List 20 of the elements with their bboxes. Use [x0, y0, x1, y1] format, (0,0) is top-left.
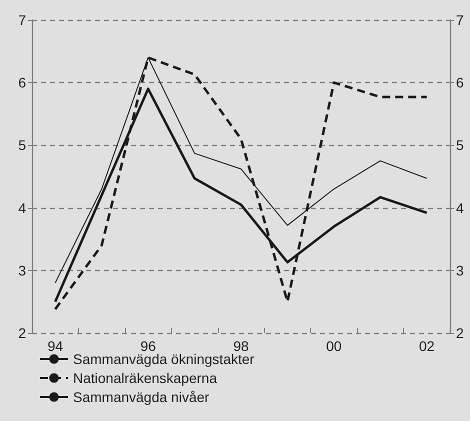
x-tick-label: 96 [140, 338, 156, 354]
y2-tick-label: 4 [456, 200, 464, 216]
legend-label: Sammanvägda nivåer [73, 389, 210, 405]
x-tick-label: 98 [233, 338, 249, 354]
y-tick-label: 3 [18, 262, 26, 278]
y-tick-label: 4 [18, 200, 26, 216]
x-tick-label: 94 [47, 338, 64, 354]
y2-tick-label: 6 [456, 74, 464, 91]
legend-label: Nationalräkenskaperna [73, 370, 218, 386]
y2-tick-label: 5 [456, 137, 464, 154]
y-tick-label: 7 [18, 12, 26, 28]
y2-tick-label: 3 [456, 262, 464, 278]
legend-label: Sammanvägda ökningstakter [73, 351, 255, 367]
y-tick-label: 2 [18, 325, 26, 341]
x-tick-label: 00 [326, 338, 342, 354]
y2-tick-label: 2 [456, 325, 464, 341]
y-tick-label: 6 [18, 74, 26, 91]
y2-tick-label: 7 [456, 12, 464, 28]
x-tick-label: 02 [418, 338, 435, 354]
y-tick-label: 5 [18, 137, 26, 154]
